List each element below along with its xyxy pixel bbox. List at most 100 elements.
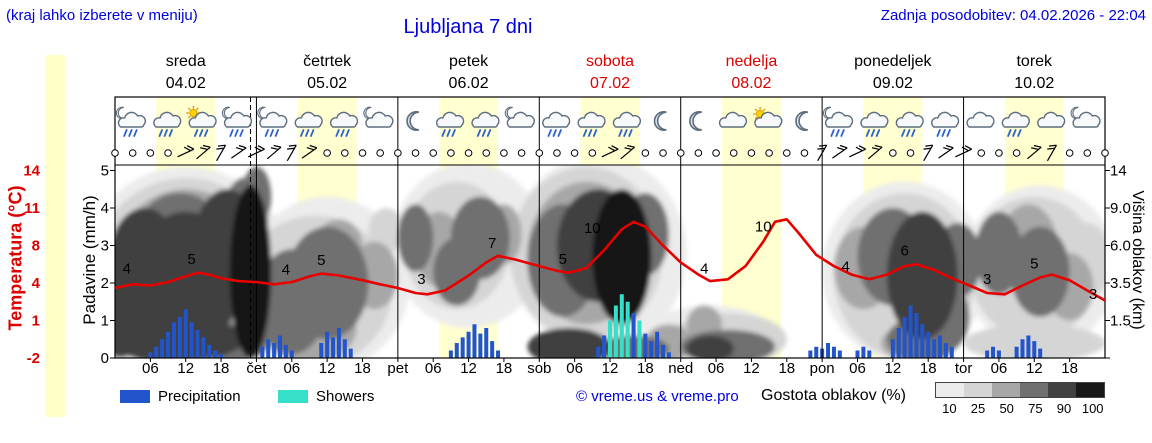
temperature-value-label: 10 [755,219,772,236]
cloud-shape [153,111,182,128]
cloud-shape [542,111,571,128]
time-axis-label: 12 [602,360,619,377]
wind-barb-icon [832,144,848,159]
day-name-label: nedelja [726,53,778,70]
calm-wind-icon [1101,149,1109,157]
rain-bar [861,346,866,358]
cloud-shape [1001,111,1030,128]
rain-bar [160,339,165,358]
rain-stroke [476,129,482,137]
time-axis-label: 12 [177,360,194,377]
rain-bar [855,350,860,358]
wind-barb-icon [601,145,619,158]
rain-bar [201,337,206,358]
day-date-label: 09.02 [873,75,913,92]
day-date-label: 08.02 [731,75,771,92]
rain-stroke [592,129,598,137]
cloud-shape [436,111,465,128]
rain-bar [177,316,182,358]
time-axis-label: 18 [213,360,230,377]
calm-wind-icon [464,149,473,157]
rain-icon [612,111,642,137]
rain-stroke [582,129,588,137]
rain-bar [655,331,660,358]
temperature-tick-label: 11 [24,200,40,217]
precipitation-layer [148,294,1043,358]
showers-swatch [278,390,308,403]
moon-icon [406,111,420,131]
rain-bar [814,346,819,358]
rain-bar [490,341,495,358]
wind-barb-icon [248,145,265,158]
rain-bar [348,348,353,358]
calm-wind-icon [712,149,720,157]
calm-wind-icon [111,149,119,157]
shower-bar [619,294,624,358]
cloud-shape [365,111,394,128]
credit-link[interactable]: © vreme.us & vreme.pro [576,388,739,405]
temperature-value-label: 4 [282,261,290,278]
day-name-label: petek [449,53,489,70]
rain-bar [938,335,942,358]
cloud-scale-value: 75 [1028,401,1043,416]
rain-bar [448,350,453,358]
rain-stroke [128,129,133,137]
calm-wind-icon [1065,149,1074,157]
cloud-shape [612,111,642,128]
rain-bar [278,335,282,358]
time-axis-label: 12 [319,360,336,377]
cloud-scale-segment [1076,383,1104,397]
showers-legend-label: Showers [316,388,375,405]
moon-shape [1070,106,1079,120]
calm-wind-icon [889,149,897,157]
rain-stroke [901,129,906,137]
rain-icon [577,111,606,137]
rain-stroke [486,129,492,137]
cloud-blob [686,335,734,358]
moon-icon [689,111,703,131]
last-updated: Zadnja posodobitev: 04.02.2026 - 22:04 [880,7,1146,24]
rain-stroke [274,129,280,137]
time-axis-label: 06 [991,360,1008,377]
rain-bar [943,343,948,358]
rain-stroke [158,129,163,137]
shower-bar [613,305,618,358]
rain-bar [1038,348,1043,358]
moon-cloud-icon [363,106,394,128]
rain-stroke [305,129,310,137]
calm-wind-icon [694,149,703,157]
rain-stroke [1017,129,1022,137]
rain-icon [895,111,924,137]
wind-barb-icon [817,144,828,162]
rain-bar [890,339,895,358]
wind-barb-icon [849,145,866,158]
left-accent-strip [45,55,65,417]
time-axis-label: 06 [849,360,866,377]
day-date-label: 07.02 [590,75,630,92]
time-axis-label: ned [668,360,693,377]
moon-cloud-icon [1070,106,1101,128]
rain-stroke [451,129,456,137]
cloud-blob [975,211,1023,295]
calm-wind-icon [747,149,756,157]
temperature-value-label: 4 [700,260,708,277]
rain-bar [602,335,607,358]
rain-bar [1032,341,1037,358]
wind-barb-icon [938,144,954,159]
time-axis-label: pon [810,360,835,377]
moon-shape [653,111,667,131]
time-axis-label: tor [955,360,973,377]
calm-wind-icon [729,149,738,157]
cloud-height-tick-label: 9.0 [1110,200,1131,217]
rain-stroke [310,129,315,137]
time-axis-label: 12 [1026,360,1043,377]
rain-stroke [946,129,951,137]
rain-bar [996,350,1001,358]
moon-icon [653,111,667,131]
rain-bar [207,344,212,358]
temperature-tick-label: 4 [32,275,41,292]
day-date-label: 10.02 [1014,75,1054,92]
rain-stroke [941,129,946,137]
precipitation-tick-label: 2 [101,275,109,292]
rain-stroke [168,129,173,137]
